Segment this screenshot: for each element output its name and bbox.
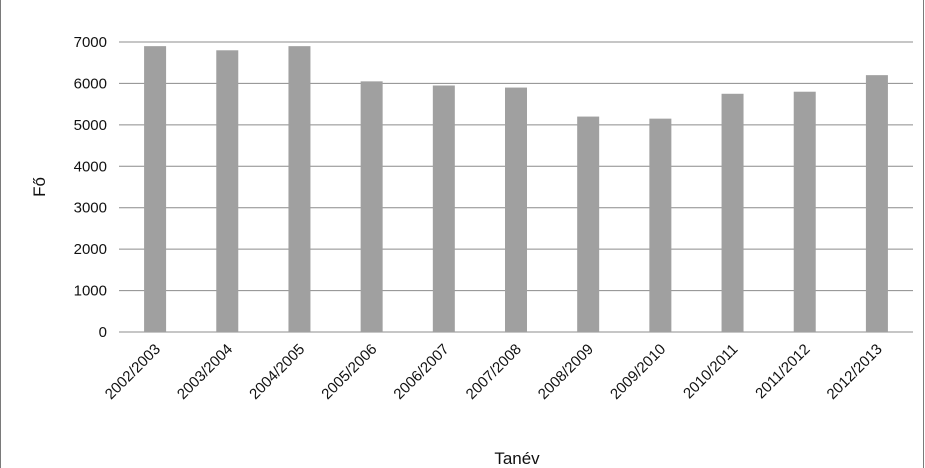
- x-axis-ticks: 2002/2003 2003/2004 2004/2005 2005/2006 2006…: [102, 341, 886, 403]
- x-tick-label: 2009/2010: [607, 341, 669, 403]
- y-tick-label: 2000: [74, 241, 107, 258]
- x-axis-label: Tanév: [494, 449, 540, 468]
- bar-2005-2006: [360, 81, 383, 332]
- x-tick-label: 2005/2006: [318, 341, 380, 403]
- y-tick-label: 0: [99, 324, 107, 341]
- x-tick-label: 2011/2012: [752, 341, 813, 402]
- bar-2002-2003: [144, 46, 167, 333]
- bar-2010-2011: [721, 93, 744, 333]
- y-tick-label: 1000: [74, 283, 107, 300]
- y-axis-ticks: 0 1000 2000 3000 4000 5000 6000 7000: [74, 34, 107, 341]
- y-axis-label: Fő: [30, 177, 49, 197]
- y-tick-label: 5000: [74, 117, 107, 134]
- bar-2003-2004: [216, 50, 239, 333]
- bar-2004-2005: [288, 46, 311, 333]
- x-tick-label: 2012/2013: [824, 341, 886, 403]
- y-tick-label: 4000: [74, 158, 107, 175]
- bar-2012-2013: [865, 75, 888, 333]
- x-tick-label: 2006/2007: [390, 341, 452, 403]
- x-tick-label: 2007/2008: [463, 341, 525, 403]
- x-tick-label: 2004/2005: [246, 341, 308, 403]
- x-tick-label: 2003/2004: [174, 341, 236, 403]
- y-tick-label: 3000: [74, 200, 107, 217]
- bar-2008-2009: [577, 116, 600, 332]
- y-tick-label: 7000: [74, 34, 107, 51]
- x-tick-label: 2008/2009: [535, 341, 597, 403]
- bar-2006-2007: [432, 85, 455, 332]
- x-tick-label: 2010/2011: [680, 341, 741, 402]
- bar-2007-2008: [505, 87, 527, 332]
- bar-2011-2012: [793, 91, 816, 332]
- bars: [144, 46, 888, 333]
- bar-2009-2010: [649, 118, 672, 333]
- y-tick-label: 6000: [74, 75, 107, 92]
- x-tick-label: 2002/2003: [102, 341, 164, 403]
